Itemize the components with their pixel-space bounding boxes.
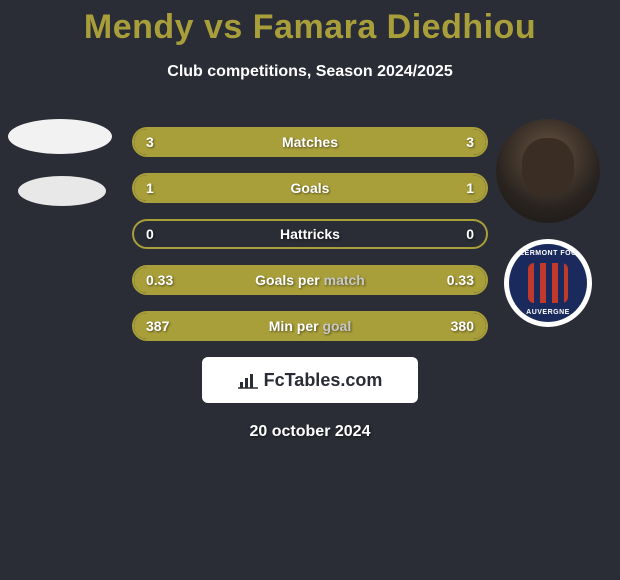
stat-value-left: 3 (146, 134, 154, 150)
stat-value-right: 0.33 (447, 272, 474, 288)
brand-logo-box: FcTables.com (202, 357, 418, 403)
stat-bar-left (134, 175, 310, 201)
stat-row: 0.33 0.33 Goals per match (132, 265, 488, 295)
stat-value-left: 0 (146, 226, 154, 242)
stat-label: Min per goal (269, 318, 351, 334)
brand-name: FcTables.com (264, 370, 383, 391)
stat-label: Goals (291, 180, 330, 196)
stat-bar-right (310, 175, 486, 201)
stat-value-right: 1 (466, 180, 474, 196)
stat-row: 387 380 Min per goal (132, 311, 488, 341)
right-player-column: CLERMONT FOOT AUVERGNE (496, 119, 600, 327)
left-player-avatar (8, 119, 112, 154)
stat-rows: 3 3 Matches 1 1 Goals 0 0 Hattricks 0.33 0.33 Goals… (132, 127, 488, 341)
left-club-badge (18, 176, 106, 206)
page-title: Mendy vs Famara Diedhiou (0, 0, 620, 47)
club-badge-inner: CLERMONT FOOT AUVERGNE (509, 244, 587, 322)
stat-value-left: 1 (146, 180, 154, 196)
subtitle: Club competitions, Season 2024/2025 (0, 63, 620, 81)
club-badge-stripes (528, 263, 568, 303)
right-club-badge: CLERMONT FOOT AUVERGNE (504, 239, 592, 327)
stat-row: 0 0 Hattricks (132, 219, 488, 249)
stat-value-right: 0 (466, 226, 474, 242)
stat-value-left: 387 (146, 318, 169, 334)
club-badge-top-text: CLERMONT FOOT (509, 250, 587, 257)
stat-row: 1 1 Goals (132, 173, 488, 203)
right-player-avatar (496, 119, 600, 223)
stat-value-right: 3 (466, 134, 474, 150)
stat-row: 3 3 Matches (132, 127, 488, 157)
stat-label: Hattricks (280, 226, 340, 242)
club-badge-bottom-text: AUVERGNE (509, 309, 587, 316)
bar-chart-icon (238, 370, 258, 390)
date-line: 20 october 2024 (0, 423, 620, 441)
stat-value-left: 0.33 (146, 272, 173, 288)
comparison-area: CLERMONT FOOT AUVERGNE 3 3 Matches 1 1 Goals 0… (0, 127, 620, 341)
left-player-column (8, 119, 112, 206)
stat-value-right: 380 (451, 318, 474, 334)
stat-label: Matches (282, 134, 338, 150)
stat-label: Goals per match (255, 272, 365, 288)
